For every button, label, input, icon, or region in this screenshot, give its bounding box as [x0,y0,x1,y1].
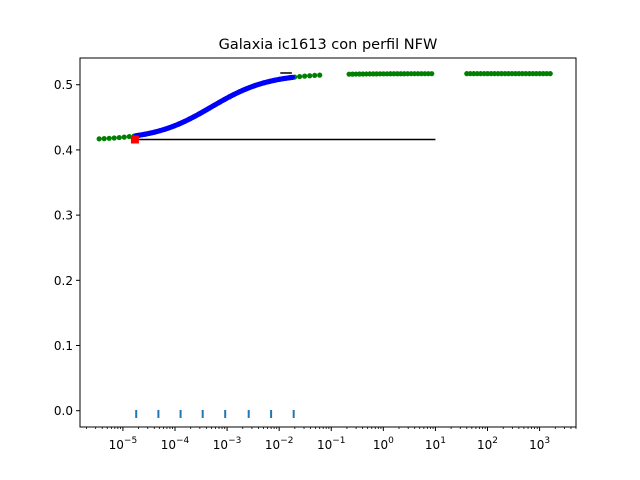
y-tick-label: 0.5 [54,78,73,92]
data-point [106,135,112,141]
y-tick-label: 0.2 [54,274,73,288]
data-point [547,71,553,77]
y-tick-label: 0.3 [54,209,73,223]
y-tick-label: 0.4 [54,143,73,157]
x-tick-label: 101 [425,436,446,452]
axes: 0.0 0.1 0.2 0.3 0.4 0.5 10−5 10−4 10−3 10−2 10−1 10… [54,78,577,452]
data-point [312,72,318,79]
x-tick-label: 10−3 [213,436,242,452]
data-point [116,134,122,141]
data-point [111,135,117,141]
x-tick-label: 103 [529,436,550,452]
data-point [297,73,303,80]
data-point [101,136,107,142]
chart-title: Galaxia ic1613 con perfil NFW [219,37,438,53]
x-tick-label: 10−2 [265,436,294,452]
plot-area-frame [79,57,577,428]
data-point [121,134,127,140]
x-tick-label: 10−1 [317,436,346,452]
data-point [96,136,102,142]
x-tick-label: 10−5 [109,436,138,452]
data-point [307,73,313,79]
data-point [317,72,323,78]
data-point [289,74,296,80]
data-point [302,73,308,79]
x-tick-label: 102 [477,436,498,452]
y-tick-label: 0.1 [54,339,73,353]
data-point [126,133,132,140]
data-point [429,71,435,77]
x-tick-label: 10−4 [161,436,190,452]
red-marker [130,135,139,144]
y-tick-label: 0.0 [54,404,73,418]
x-tick-label: 100 [373,436,394,452]
plot-marks [96,71,553,418]
